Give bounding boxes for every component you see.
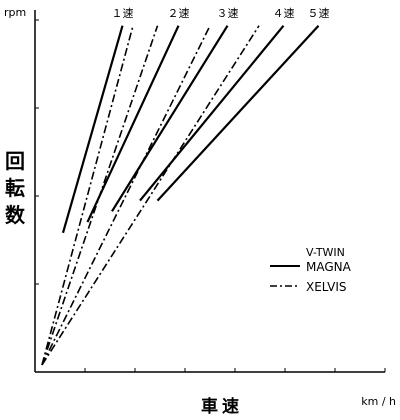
series-line-xelvis-1: [41, 25, 134, 366]
series-line-magna-5: [156, 24, 320, 202]
series-line-xelvis-4: [41, 25, 260, 366]
series-line-magna-2: [86, 25, 180, 223]
legend-label-magna: MAGNA: [306, 260, 352, 274]
series-line-xelvis-3: [41, 25, 211, 366]
x-axis-unit: km / h: [361, 395, 396, 408]
gear-label-1: １速: [112, 7, 134, 20]
series-lines: [41, 24, 320, 366]
legend: V-TWIN MAGNA XELVIS: [270, 246, 352, 294]
series-line-magna-3: [111, 25, 229, 212]
series-line-magna-4: [139, 25, 285, 202]
series-line-magna-1: [61, 25, 124, 234]
gear-label-2: ２速: [168, 7, 190, 20]
gear-label-4: ４速: [273, 7, 295, 20]
axes: [34, 10, 386, 373]
y-axis-unit: rpm: [4, 6, 26, 19]
legend-title: V-TWIN: [306, 246, 345, 259]
y-axis-label: 回転数: [5, 149, 25, 227]
gear-label-3: ３速: [217, 7, 239, 20]
gear-labels: １速 ２速 ３速 ４速 ５速: [112, 7, 330, 20]
series-line-xelvis-2: [41, 25, 159, 366]
legend-label-xelvis: XELVIS: [306, 280, 347, 294]
gear-label-5: ５速: [308, 7, 330, 20]
x-axis-label: 車速: [201, 396, 243, 417]
